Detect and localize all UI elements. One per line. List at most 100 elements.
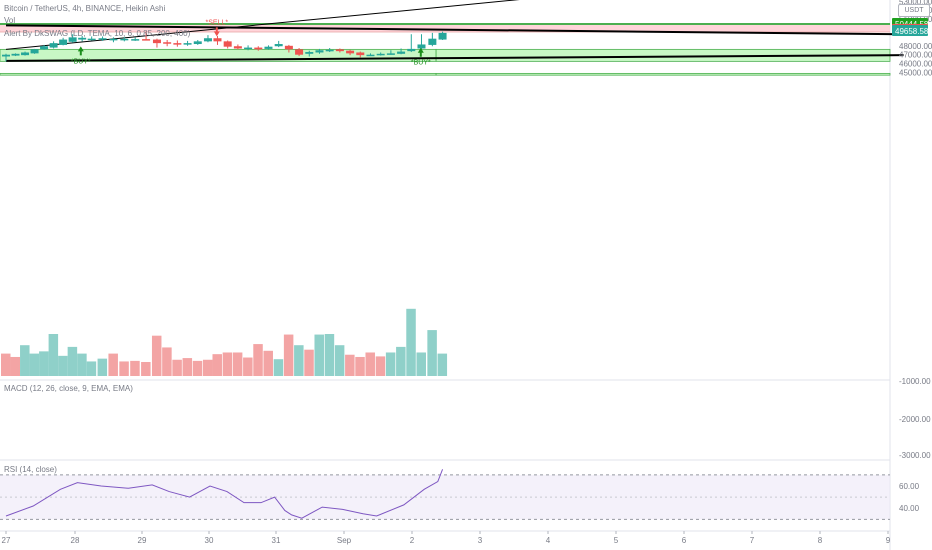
rsi-line: [5, 469, 444, 519]
candle-body: [30, 49, 39, 54]
volume-bar: [97, 358, 108, 376]
volume-bar: [263, 350, 273, 376]
candle-body: [315, 50, 324, 53]
candle-body: [284, 45, 293, 50]
volume-bar: [375, 356, 386, 376]
candle-body: [78, 37, 87, 40]
volume-bar: [304, 349, 314, 376]
volume-bar: [39, 351, 49, 376]
candle-body: [152, 39, 161, 44]
volume-bar: [243, 357, 253, 376]
volume-bar: [427, 330, 437, 376]
candle-body: [11, 53, 20, 56]
volume-bar: [355, 356, 365, 376]
buy-signal-label: *BUY*: [411, 60, 431, 67]
volume-bar: [141, 362, 151, 376]
volume-bar: [253, 344, 263, 376]
volume-bar: [437, 353, 448, 376]
macd-tick-label: -3000.00: [899, 451, 931, 460]
price-tick-label: 48000.00: [899, 42, 932, 51]
macd-tick-label: -1000.00: [899, 377, 931, 386]
volume-bar: [345, 354, 355, 376]
time-tick-label: 27: [2, 536, 11, 545]
candle-body: [120, 38, 129, 41]
volume-bar: [29, 353, 40, 376]
volume-bar: [151, 335, 162, 376]
candle-body: [386, 53, 395, 55]
time-tick-label: 2: [410, 536, 415, 545]
indicator-legend[interactable]: Alert By DkSWAG (LD, TEMA, 10, 6, 0.85, …: [4, 29, 191, 38]
candle-body: [173, 43, 182, 45]
volume-bar: [182, 358, 193, 376]
volume-bar: [396, 346, 406, 376]
volume-bar: [58, 355, 68, 376]
candle-body: [325, 49, 334, 52]
time-tick-label: 3: [478, 536, 483, 545]
trendline-3: [5, 54, 904, 62]
candle-body: [87, 38, 96, 41]
sell-signal-label: *SELL*: [206, 19, 229, 26]
currency-selector[interactable]: USDT: [898, 4, 930, 17]
macd-legend[interactable]: MACD (12, 26, close, 9, EMA, EMA): [4, 384, 133, 393]
candle-body: [366, 54, 375, 57]
candle-body: [109, 38, 118, 41]
candle-body: [213, 38, 222, 42]
candle-body: [438, 32, 447, 40]
volume-bar: [365, 352, 375, 376]
buy-arrow-icon: [77, 46, 84, 56]
time-tick-label: Sep: [337, 536, 352, 545]
volume-bar: [232, 352, 243, 376]
volume-bar: [324, 334, 335, 376]
candle-body: [193, 41, 202, 45]
volume-bar: [1, 353, 11, 376]
candle-body: [407, 48, 416, 52]
volume-bar: [20, 345, 30, 376]
time-tick-label: 4: [546, 536, 551, 545]
price-tick-label: 53000.00: [899, 0, 932, 6]
time-tick-label: 9: [886, 536, 891, 545]
candle-body: [274, 44, 283, 47]
candle-body: [98, 38, 107, 40]
candle-body: [183, 43, 192, 45]
volume-bar: [202, 359, 213, 376]
candle-body: [397, 51, 406, 54]
volume-bar: [222, 352, 233, 376]
candle-body: [49, 43, 58, 48]
volume-bar: [162, 347, 172, 376]
candle-body: [21, 52, 30, 56]
candle-body: [59, 39, 68, 45]
volume-bar: [67, 346, 78, 376]
rsi-tick-label: 40.00: [899, 504, 920, 513]
volume-bar: [385, 352, 396, 376]
support-zone: [0, 72, 437, 76]
candle-body: [254, 47, 263, 50]
candle-body: [223, 41, 232, 47]
volume-bar: [294, 345, 304, 376]
support-zone: [435, 72, 891, 76]
rsi-tick-label: 60.00: [899, 482, 920, 491]
buy-arrow-icon: [417, 47, 424, 57]
volume-bar: [212, 354, 222, 376]
time-tick-label: 31: [272, 536, 281, 545]
volume-legend[interactable]: Vol: [4, 16, 16, 25]
symbol-legend[interactable]: Bitcoin / TetherUS, 4h, BINANCE, Heikin …: [4, 4, 166, 13]
volume-bar: [314, 334, 324, 376]
volume-bar: [172, 359, 182, 376]
rsi-legend[interactable]: RSI (14, close): [4, 465, 57, 474]
volume-bar: [273, 359, 284, 376]
candle-body: [264, 46, 273, 49]
volume-bar: [77, 353, 87, 376]
time-tick-label: 7: [750, 536, 755, 545]
candle-body: [68, 37, 77, 42]
candle-body: [163, 42, 172, 44]
candle-body: [40, 46, 49, 50]
candle-body: [295, 49, 304, 55]
volume-bar: [48, 334, 59, 376]
volume-bar: [86, 361, 97, 376]
candle-body: [346, 50, 355, 54]
price-tick-label: 47000.00: [899, 51, 932, 60]
candle-body: [142, 39, 151, 41]
candle-body: [131, 39, 140, 41]
candle-body: [417, 44, 426, 49]
